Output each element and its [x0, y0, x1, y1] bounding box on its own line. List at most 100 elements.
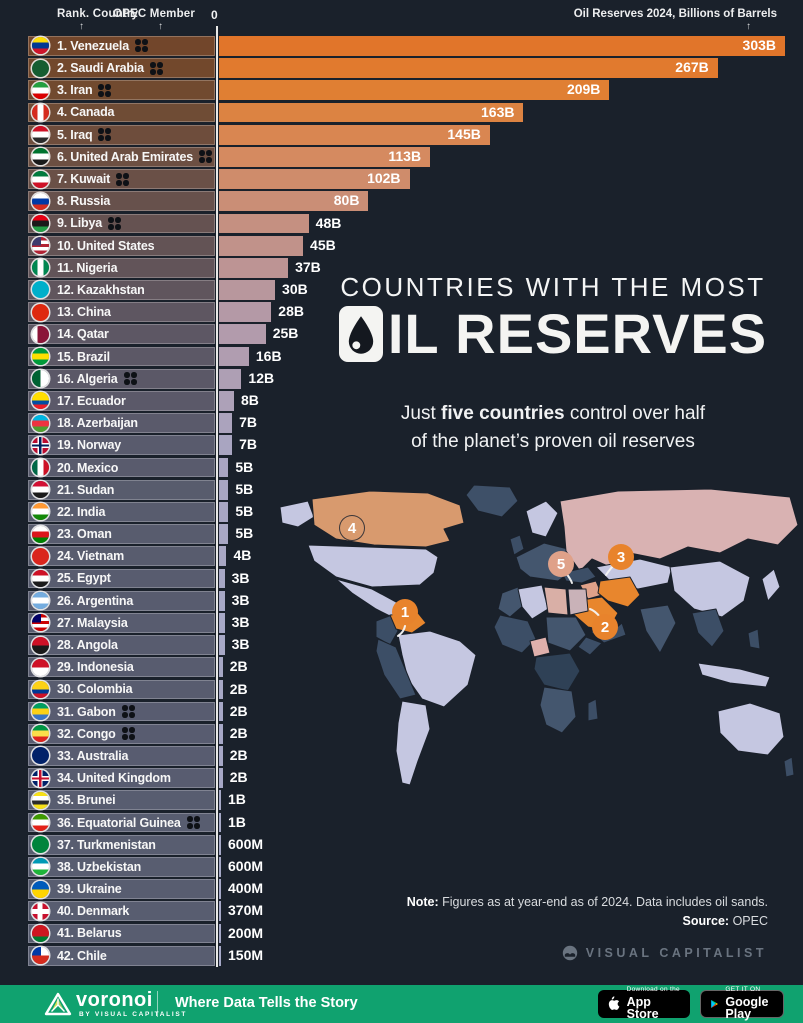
country-label-box: 42. Chile — [28, 945, 215, 966]
country-row: 23. Oman 5B — [0, 524, 803, 544]
flag-icon — [32, 569, 49, 587]
reserve-value: 1B — [228, 813, 246, 830]
axis-zero-label: 0 — [211, 8, 218, 22]
app-store-badge-small-text: Download on the — [626, 986, 680, 994]
country-row: 31. Gabon 2B — [0, 701, 803, 722]
note-text: Figures as at year-end as of 2024. Data … — [438, 895, 768, 909]
country-label: 26. Argentina — [57, 593, 134, 608]
country-row: 20. Mexico 5B — [0, 457, 803, 478]
country-label-box: 4. Canada — [28, 102, 215, 123]
flag-icon — [32, 481, 49, 499]
reserve-bar — [219, 124, 490, 145]
country-label-box: 9. Libya — [28, 213, 215, 234]
flag-icon — [32, 370, 49, 388]
country-row: 5. Iraq 145B — [0, 124, 803, 145]
flag-icon — [32, 747, 49, 765]
country-label-box: 30. Colombia — [28, 679, 215, 700]
country-row: 33. Australia 2B — [0, 746, 803, 766]
country-row: 25. Egypt 3B — [0, 568, 803, 589]
reserve-bar — [219, 36, 785, 56]
reserve-value: 267B — [675, 59, 709, 76]
country-row: 36. Equatorial Guinea 1B — [0, 812, 803, 833]
reserve-bar — [219, 457, 229, 478]
country-label: 27. Malaysia — [57, 615, 128, 630]
reserve-value: 5B — [235, 480, 254, 497]
footer-tagline: Where Data Tells the Story — [175, 995, 358, 1011]
flag-icon — [32, 525, 49, 543]
country-label-box: 11. Nigeria — [28, 257, 215, 278]
chart-subtitle: Just five countries control over half of… — [300, 400, 803, 455]
reserve-bar — [219, 945, 221, 966]
country-row: 29. Indonesia 2B — [0, 657, 803, 678]
country-label: 19. Norway — [57, 438, 122, 453]
up-arrow-icon: ↑ — [158, 21, 163, 32]
flag-icon — [32, 459, 49, 476]
reserve-value: 600M — [228, 858, 264, 875]
country-row: 22. India 5B — [0, 501, 803, 522]
voronoi-byline: BY VISUAL CAPITALIST — [79, 1011, 188, 1018]
reserve-value: 113B — [388, 147, 422, 164]
opec-member-icon — [134, 39, 148, 53]
reserve-bar — [219, 679, 223, 700]
country-label-box: 19. Norway — [28, 435, 215, 456]
country-label-box: 29. Indonesia — [28, 657, 215, 678]
column-header-opec-member: OPEC Member — [113, 8, 196, 20]
opec-member-icon — [98, 128, 112, 142]
google-play-badge[interactable]: GET IT ON Google Play — [700, 987, 784, 1022]
country-label-box: 32. Congo — [28, 723, 215, 744]
reserve-bar — [219, 302, 272, 323]
reserve-value: 600M — [228, 835, 264, 852]
country-label: 14. Qatar — [57, 327, 109, 342]
source-label: Source: — [682, 913, 730, 928]
country-label: 15. Brazil — [57, 349, 110, 364]
country-label-box: 5. Iraq — [28, 124, 215, 145]
country-label: 40. Denmark — [57, 904, 130, 919]
flag-icon — [32, 592, 49, 610]
country-label-box: 14. Qatar — [28, 324, 215, 345]
subtitle-bold-text: five countries — [441, 403, 565, 424]
flag-icon — [32, 636, 49, 654]
reserve-value: 5B — [235, 525, 254, 542]
reserve-bar — [219, 701, 223, 722]
reserve-value: 4B — [233, 547, 252, 564]
country-label: 24. Vietnam — [57, 549, 125, 564]
country-row: 2. Saudi Arabia 267B — [0, 58, 803, 78]
country-label-box: 20. Mexico — [28, 457, 215, 478]
visual-capitalist-wordmark: VISUAL CAPITALIST — [585, 946, 767, 960]
flag-icon — [32, 880, 49, 898]
reserve-value: 3B — [231, 591, 250, 608]
reserve-bar — [219, 723, 223, 744]
up-arrow-icon: ↑ — [79, 21, 84, 32]
country-label: 21. Sudan — [57, 482, 115, 497]
reserve-value: 102B — [367, 170, 401, 187]
app-store-badge[interactable]: Download on the App Store — [598, 986, 690, 1021]
flag-icon — [32, 348, 49, 366]
chart-title-text: IL RESERVES — [387, 302, 768, 365]
reserve-bar — [219, 657, 223, 678]
flag-icon — [32, 148, 49, 166]
country-label: 35. Brunei — [57, 793, 116, 808]
map-marker-4: 4 — [339, 515, 365, 541]
country-label: 22. India — [57, 504, 106, 519]
google-play-badge-big-text: Google Play — [725, 994, 769, 1022]
reserve-bar — [219, 857, 221, 877]
country-row: 7. Kuwait 102B — [0, 169, 803, 189]
country-label-box: 2. Saudi Arabia — [28, 58, 215, 78]
reserve-value: 12B — [248, 369, 275, 386]
map-country-iran — [597, 576, 641, 608]
country-label: 30. Colombia — [57, 682, 133, 697]
reserve-bar — [219, 879, 221, 900]
country-label: 7. Kuwait — [57, 172, 111, 187]
country-label: 6. United Arab Emirates — [57, 149, 193, 164]
flag-icon — [32, 658, 49, 676]
country-row: 12. Kazakhstan 30B — [0, 280, 803, 300]
reserve-bar — [219, 834, 221, 855]
flag-icon — [32, 325, 49, 343]
subtitle-text: of the planet’s proven oil reserves — [411, 430, 695, 452]
flag-icon — [32, 192, 49, 210]
flag-icon — [32, 81, 49, 99]
country-label: 41. Belarus — [57, 926, 122, 941]
country-label-box: 36. Equatorial Guinea — [28, 812, 215, 833]
opec-member-icon — [123, 372, 137, 386]
country-label-box: 28. Angola — [28, 635, 215, 655]
